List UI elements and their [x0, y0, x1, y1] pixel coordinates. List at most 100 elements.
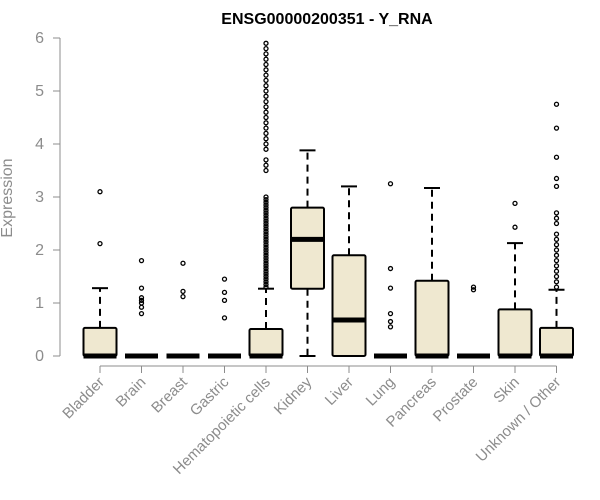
outlier-point [263, 93, 269, 99]
outlier-point [263, 281, 269, 288]
outlier-point [263, 88, 269, 94]
box-group [374, 181, 407, 359]
outlier-point [263, 231, 269, 237]
outlier-point [263, 212, 269, 219]
y-axis: 0 1 2 3 4 5 6 [35, 30, 61, 365]
outlier-point [138, 310, 145, 317]
y-tick-label: 0 [35, 348, 44, 365]
outlier-point [263, 141, 269, 147]
outlier-point [553, 247, 560, 253]
box-group [208, 276, 241, 359]
outlier-point [263, 215, 269, 221]
outlier-point [387, 318, 394, 325]
outlier-point [553, 215, 560, 221]
outlier-point [263, 226, 269, 232]
outlier-point [263, 284, 269, 290]
outlier-point [263, 220, 269, 227]
outlier-point [263, 72, 269, 78]
outlier-point [263, 218, 269, 224]
outlier-point [553, 279, 560, 285]
outlier-point [263, 207, 269, 213]
outlier-point [263, 199, 269, 205]
outlier-point [263, 265, 269, 272]
outlier-point [180, 260, 186, 266]
outlier-point [263, 146, 269, 152]
y-axis-label: Expression [0, 158, 16, 237]
x-tick-label: Kidney [271, 373, 316, 418]
chart-title: ENSG00000200351 - Y_RNA [221, 11, 433, 28]
outlier-point [553, 125, 560, 131]
outlier-point [263, 202, 269, 208]
outlier-point [263, 268, 269, 274]
outlier-point [387, 310, 394, 317]
outlier-point [263, 162, 269, 168]
outlier-point [263, 252, 269, 258]
y-tick-label: 2 [35, 242, 44, 259]
outlier-point [263, 271, 269, 277]
outlier-point [512, 224, 518, 230]
y-tick-label: 5 [35, 83, 44, 100]
outlier-point [263, 196, 269, 203]
outlier-point [263, 273, 269, 280]
outlier-point [263, 276, 269, 282]
box-group [290, 149, 325, 357]
outlier-point [470, 287, 477, 293]
outlier-point [138, 297, 145, 304]
y-tick-label: 4 [35, 136, 44, 153]
outlier-point [221, 289, 228, 296]
outlier-point [263, 61, 269, 68]
box-series [82, 40, 574, 359]
outlier-point [553, 183, 560, 190]
box [497, 308, 533, 357]
box [414, 279, 450, 357]
x-tick-label: Prostate [430, 374, 482, 426]
outlier-point [387, 324, 394, 330]
box-group [248, 40, 284, 359]
outlier-point [97, 189, 103, 195]
outlier-point [263, 157, 269, 163]
outlier-point [263, 263, 269, 269]
outlier-point [221, 276, 228, 282]
outlier-point [263, 223, 269, 229]
y-tick-label: 1 [35, 295, 44, 312]
outlier-point [263, 257, 269, 264]
box-group [414, 186, 450, 359]
outlier-point [221, 297, 228, 304]
outlier-point [553, 175, 560, 182]
box [331, 254, 367, 357]
outlier-point [263, 51, 269, 57]
box-group [166, 260, 200, 359]
box [290, 206, 325, 290]
outlier-point [263, 125, 269, 131]
outlier-point [553, 236, 560, 243]
outlier-point [263, 104, 269, 110]
outlier-point [263, 247, 269, 253]
outlier-point [553, 268, 560, 274]
outlier-point [553, 252, 560, 258]
box-group [497, 200, 533, 359]
box-group [125, 257, 158, 359]
outlier-point [263, 77, 269, 84]
box-group [539, 101, 574, 359]
outlier-point [553, 101, 560, 107]
x-tick-label: Liver [322, 374, 357, 409]
box-group [457, 284, 490, 359]
x-tick-label: Skin [490, 374, 523, 407]
outlier-point [553, 263, 560, 269]
outlier-point [221, 315, 228, 321]
x-tick-label: Breast [148, 373, 191, 416]
outlier-point [263, 249, 269, 256]
outlier-point [263, 255, 269, 261]
outlier-point [387, 265, 394, 272]
outlier-point [553, 242, 560, 248]
box [539, 326, 574, 358]
outlier-point [553, 210, 560, 216]
x-tick-label: Lung [363, 374, 399, 410]
y-tick-label: 6 [35, 30, 44, 47]
outlier-point [553, 220, 560, 227]
outlier-point [263, 114, 269, 121]
outlier-point [263, 242, 269, 248]
outlier-point [263, 67, 269, 73]
outlier-point [263, 167, 269, 174]
